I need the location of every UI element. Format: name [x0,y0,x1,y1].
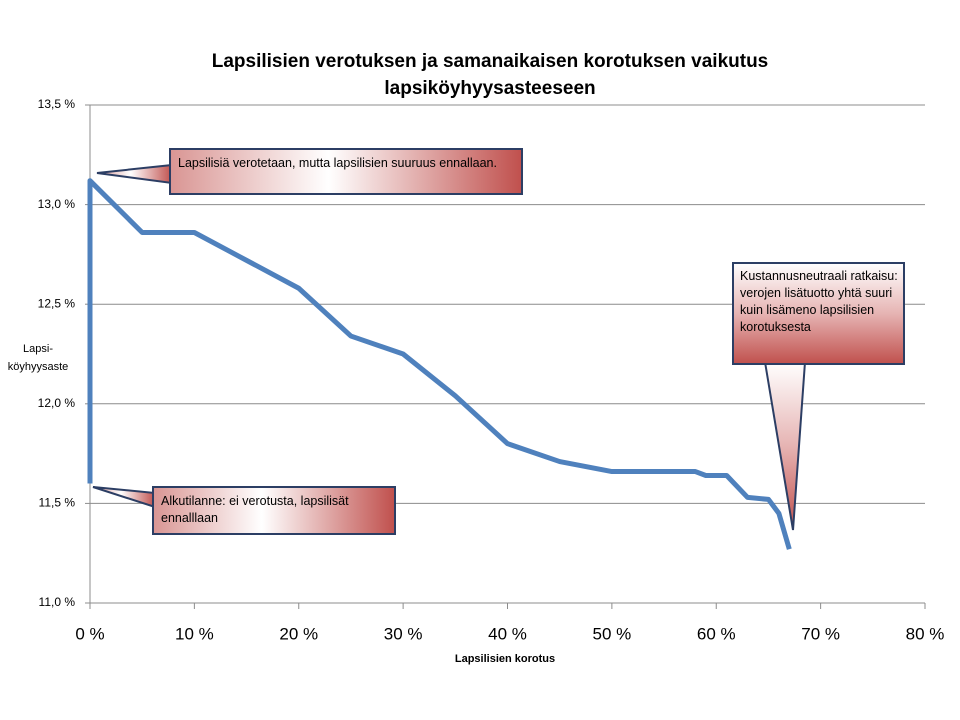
annotation-text: Alkutilanne: ei verotusta, lapsilisät en… [161,494,349,525]
callout-box [169,148,523,195]
callout-box [152,486,396,535]
y-tick-label: 13,0 % [38,197,76,211]
chart-title: Lapsilisien verotuksen ja samanaikaisen … [211,51,769,99]
x-tick-label: 40 % [488,624,527,643]
y-axis-label: Lapsi- köyhyysaste [7,343,69,373]
x-tick-label: 20 % [279,624,318,643]
y-tick-label: 13,5 % [38,97,76,111]
annotations [92,148,905,535]
y-tick-label: 11,5 % [39,496,76,510]
y-tick-label: 12,0 % [38,396,76,410]
x-tick-label: 70 % [801,624,840,643]
callout-pointer [96,163,173,185]
x-tick-label: 10 % [175,624,214,643]
x-tick-label: 0 % [75,624,104,643]
callout-box [732,262,905,365]
y-tick-label: 11,0 % [39,595,76,609]
annotation-text: Kustannusneutraali ratkaisu: verojen lis… [740,269,898,334]
x-axis-label: Lapsilisien korotus [454,653,556,665]
y-tick-label: 12,5 % [38,296,76,310]
x-tick-label: 50 % [593,624,632,643]
callout-pointer [92,486,156,509]
x-tick-label: 80 % [906,624,945,643]
data-line [87,178,792,550]
annotation-text: Lapsilisiä verotetaan, mutta lapsilisien… [178,156,497,170]
x-tick-label: 60 % [697,624,736,643]
x-tick-label: 30 % [384,624,423,643]
